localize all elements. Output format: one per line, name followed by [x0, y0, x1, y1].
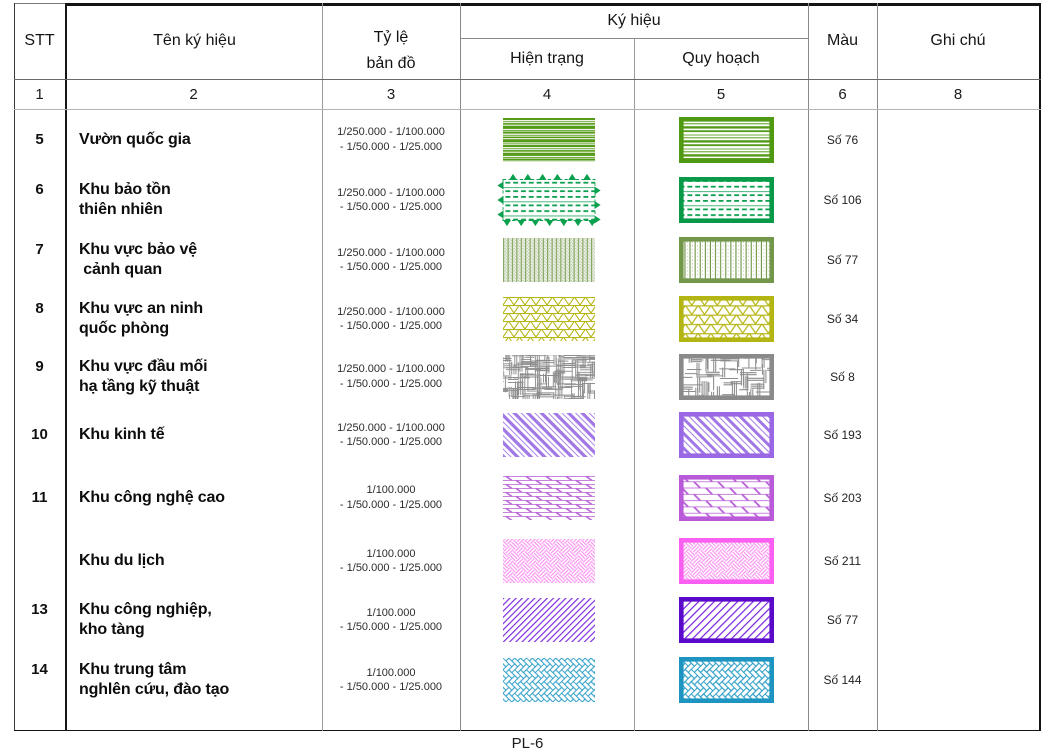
- header-bottom-line: [14, 79, 1041, 80]
- legend-table: STT Tên ký hiệu Tỷ lệ bản đồ Ký hiệu Hiệ…: [14, 3, 1041, 731]
- swatch-hien-trang: [503, 354, 595, 399]
- row-symbol-name: Khu công nghiệp, kho tàng: [79, 601, 212, 638]
- row-symbol-name: Khu công nghệ cao: [79, 488, 225, 506]
- header-stt: STT: [24, 32, 55, 49]
- row-stt: 7: [35, 241, 44, 258]
- swatch-hien-trang: [503, 475, 595, 520]
- header-ty-le-ban-do: Tỷ lệ bản đồ: [366, 29, 416, 72]
- table-bottom-border: [14, 729, 1041, 731]
- row-stt: 10: [31, 426, 48, 443]
- row-color-label: Số 144: [823, 673, 862, 687]
- table-top-border: [65, 3, 1041, 6]
- row-stt: 6: [35, 181, 44, 198]
- column-index-6: 6: [838, 85, 847, 103]
- header-hien-trang: Hiện trạng: [510, 49, 584, 67]
- column-index-4: 4: [542, 85, 552, 103]
- swatch-hien-trang: [503, 598, 595, 642]
- row-stt: 8: [35, 300, 44, 317]
- page-number: PL-6: [511, 735, 544, 752]
- row-map-scale: 1/250.000 - 1/100.000 - 1/50.000 - 1/25.…: [337, 126, 445, 153]
- row-symbol-name: Khu trung tâm nghlên cứu, đào tạo: [79, 661, 230, 698]
- index-row-bottom-line: [14, 109, 1041, 110]
- col-divider-stt: [65, 3, 67, 731]
- row-map-scale: 1/250.000 - 1/100.000 - 1/50.000 - 1/25.…: [337, 363, 445, 390]
- column-index-5: 5: [716, 85, 726, 103]
- row-symbol-name: Khu kinh tế: [79, 426, 165, 443]
- row-stt: 13: [31, 601, 48, 618]
- col-divider-mau: [808, 3, 809, 731]
- column-index-2: 2: [189, 85, 198, 103]
- swatch-quy-hoach: [678, 596, 775, 644]
- row-color-label: Số 77: [826, 613, 859, 627]
- row-map-scale: 1/100.000 - 1/50.000 - 1/25.000: [339, 666, 443, 694]
- row-color-label: Số 34: [826, 312, 859, 326]
- row-color-label: Số 106: [823, 193, 862, 207]
- column-index-3: 3: [386, 85, 396, 103]
- row-map-scale: 1/100.000 - 1/50.000 - 1/25.000: [339, 484, 443, 511]
- row-symbol-name: Khu vực đầu mối hạ tầng kỹ thuật: [79, 357, 208, 395]
- col-divider-symbol: [634, 38, 635, 731]
- row-symbol-name: Khu vực an ninh quốc phòng: [79, 300, 204, 337]
- row-symbol-name: Khu vực bảo vệ cảnh quan: [79, 241, 197, 278]
- swatch-quy-hoach: [678, 537, 775, 585]
- header-ky-hieu: Ký hiệu: [607, 11, 661, 29]
- table-left-border: [14, 3, 16, 731]
- row-color-label: Số 8: [830, 369, 855, 384]
- swatch-quy-hoach: [678, 656, 775, 704]
- row-symbol-name: Vườn quốc gia: [79, 130, 191, 148]
- row-stt: 11: [31, 488, 48, 506]
- column-index-1: 1: [35, 85, 44, 103]
- row-map-scale: 1/250.000 - 1/100.000 - 1/50.000 - 1/25.…: [337, 186, 445, 214]
- swatch-hien-trang: [497, 173, 601, 227]
- swatch-hien-trang: [503, 658, 595, 702]
- col-divider-ghichu: [877, 3, 878, 731]
- column-index-8: 8: [953, 85, 963, 103]
- row-map-scale: 1/250.000 - 1/100.000 - 1/50.000 - 1/25.…: [337, 421, 445, 449]
- table-right-border: [1039, 3, 1041, 731]
- header-ghi-chu: Ghi chú: [930, 32, 986, 49]
- row-stt: 9: [35, 357, 44, 375]
- row-color-label: Số 203: [823, 490, 862, 505]
- col-divider-scale: [460, 3, 461, 731]
- col-divider-name: [322, 3, 323, 731]
- swatch-quy-hoach: [678, 295, 775, 343]
- header-ten-ky-hieu: Tên ký hiệu: [153, 32, 236, 49]
- swatch-hien-trang: [503, 117, 595, 162]
- row-color-label: Số 193: [823, 428, 862, 442]
- swatch-hien-trang: [503, 539, 595, 583]
- row-map-scale: 1/100.000 - 1/50.000 - 1/25.000: [339, 606, 443, 634]
- header-quy-hoach: Quy hoạch: [682, 49, 760, 67]
- swatch-quy-hoach: [678, 474, 775, 521]
- header-mau: Màu: [826, 32, 859, 49]
- row-stt: 5: [35, 130, 44, 148]
- swatch-hien-trang: [503, 297, 595, 341]
- row-map-scale: 1/250.000 - 1/100.000 - 1/50.000 - 1/25.…: [337, 305, 445, 333]
- symbol-subheader-line: [460, 38, 808, 39]
- swatch-hien-trang: [503, 238, 595, 282]
- row-symbol-name: Khu bảo tồn thiên nhiên: [79, 181, 171, 218]
- swatch-quy-hoach: [678, 236, 775, 284]
- swatch-quy-hoach: [678, 176, 775, 224]
- row-color-label: Số 77: [826, 253, 859, 267]
- row-color-label: Số 76: [826, 132, 859, 147]
- swatch-quy-hoach: [678, 353, 775, 400]
- row-stt: 14: [31, 661, 48, 678]
- row-color-label: Số 211: [823, 554, 862, 568]
- swatch-quy-hoach: [678, 116, 775, 163]
- swatch-quy-hoach: [678, 411, 775, 459]
- row-stt: [14, 530, 65, 592]
- row-symbol-name: Khu du lịch: [79, 552, 165, 569]
- row-map-scale: 1/250.000 - 1/100.000 - 1/50.000 - 1/25.…: [337, 246, 445, 274]
- row-map-scale: 1/100.000 - 1/50.000 - 1/25.000: [339, 547, 443, 575]
- table-top-border-left: [14, 3, 65, 4]
- swatch-hien-trang: [503, 413, 595, 457]
